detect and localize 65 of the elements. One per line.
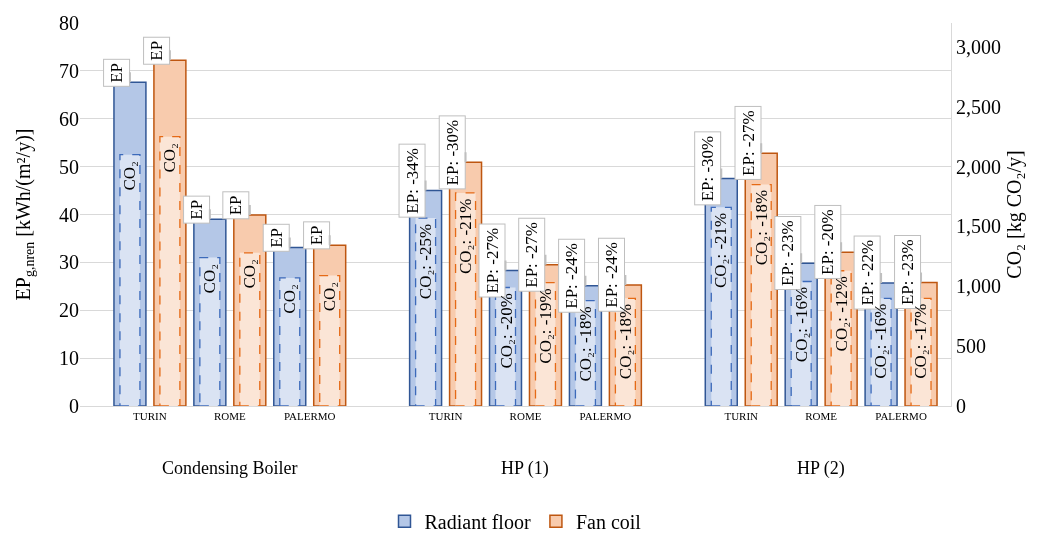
annotation: EP: -30% xyxy=(442,119,462,186)
annotation: CO₂ xyxy=(160,143,180,173)
annotation: EP: -20% xyxy=(818,209,838,275)
annotation: EP: -27% xyxy=(522,222,542,288)
annotation: EP xyxy=(266,227,286,248)
y2-tick-label: 1,000 xyxy=(956,275,1001,298)
annotation: EP: -27% xyxy=(738,110,758,176)
y-tick-label: 60 xyxy=(59,107,79,130)
legend-label: Radiant floor xyxy=(424,511,531,534)
annotation: EP xyxy=(147,40,167,61)
x-tick-label: PALERMO xyxy=(283,410,336,423)
x-tick-label: ROME xyxy=(805,410,838,423)
annotation: CO₂: -25% xyxy=(416,223,436,300)
y-tick-label: 0 xyxy=(69,395,79,417)
annotation: CO₂ xyxy=(120,161,140,191)
annotation: EP xyxy=(187,199,207,220)
annotation: EP: -27% xyxy=(482,227,502,294)
text: Condensing Boiler xyxy=(162,458,298,478)
annotation: EP: -24% xyxy=(562,243,582,309)
x-tick-label: TURIN xyxy=(133,410,167,423)
y2-axis-title: CO₂ [kg CO₂/y] xyxy=(1003,150,1026,279)
annotation: CO₂ xyxy=(240,259,260,289)
y-tick-label: 40 xyxy=(59,203,79,226)
y2-tick-label: 1,500 xyxy=(956,215,1001,238)
y-tick-label: 80 xyxy=(59,12,79,34)
y-tick-label: 30 xyxy=(59,251,79,274)
text: HP (1) xyxy=(501,458,549,479)
x-tick-label: PALERMO xyxy=(579,410,632,423)
annotation: EP: -23% xyxy=(898,239,918,306)
y2-tick-label: 3,000 xyxy=(956,35,1001,58)
y2-tick-label: 0 xyxy=(956,395,966,417)
annotation: CO₂: -18% xyxy=(752,189,772,266)
annotation: EP xyxy=(107,62,127,83)
x-tick-label: PALERMO xyxy=(875,410,927,423)
annotation: CO₂ xyxy=(200,263,220,294)
x-tick-label: ROME xyxy=(509,410,542,423)
annotation: CO₂: -21% xyxy=(711,212,731,289)
legend-label: Fan coil xyxy=(575,511,642,534)
annotation: EP: -24% xyxy=(601,242,621,308)
annotation: CO₂: -18% xyxy=(576,306,596,382)
y-tick-label: 20 xyxy=(59,299,79,322)
annotation: CO₂: -17% xyxy=(911,303,931,379)
text: HP (2) xyxy=(797,458,845,479)
y-tick-label: 50 xyxy=(59,155,79,178)
y-tick-label: 70 xyxy=(59,59,79,82)
annotation: CO₂: -12% xyxy=(831,276,851,352)
y2-tick-label: 500 xyxy=(956,335,986,358)
annotation: EP xyxy=(307,225,327,246)
annotation: CO₂ xyxy=(279,284,299,314)
annotation: CO₂: -21% xyxy=(456,198,476,275)
annotation: EP xyxy=(226,195,246,216)
annotation: EP: -30% xyxy=(698,135,718,202)
annotation: EP: -22% xyxy=(857,239,877,306)
annotation: CO₂: -16% xyxy=(792,286,812,363)
annotation: EP: -23% xyxy=(778,220,798,286)
annotation: CO₂ xyxy=(320,281,340,312)
annotation: CO₂: -20% xyxy=(496,293,516,369)
x-tick-label: TURIN xyxy=(724,410,759,423)
y2-tick-label: 2,000 xyxy=(956,155,1001,178)
annotation: EP: -34% xyxy=(402,148,422,214)
annotation: CO₂: -19% xyxy=(536,288,556,364)
x-tick-label: ROME xyxy=(213,410,246,423)
y-tick-label: 10 xyxy=(59,347,79,370)
x-tick-label: TURIN xyxy=(428,410,463,423)
y2-tick-label: 2,500 xyxy=(956,95,1001,118)
